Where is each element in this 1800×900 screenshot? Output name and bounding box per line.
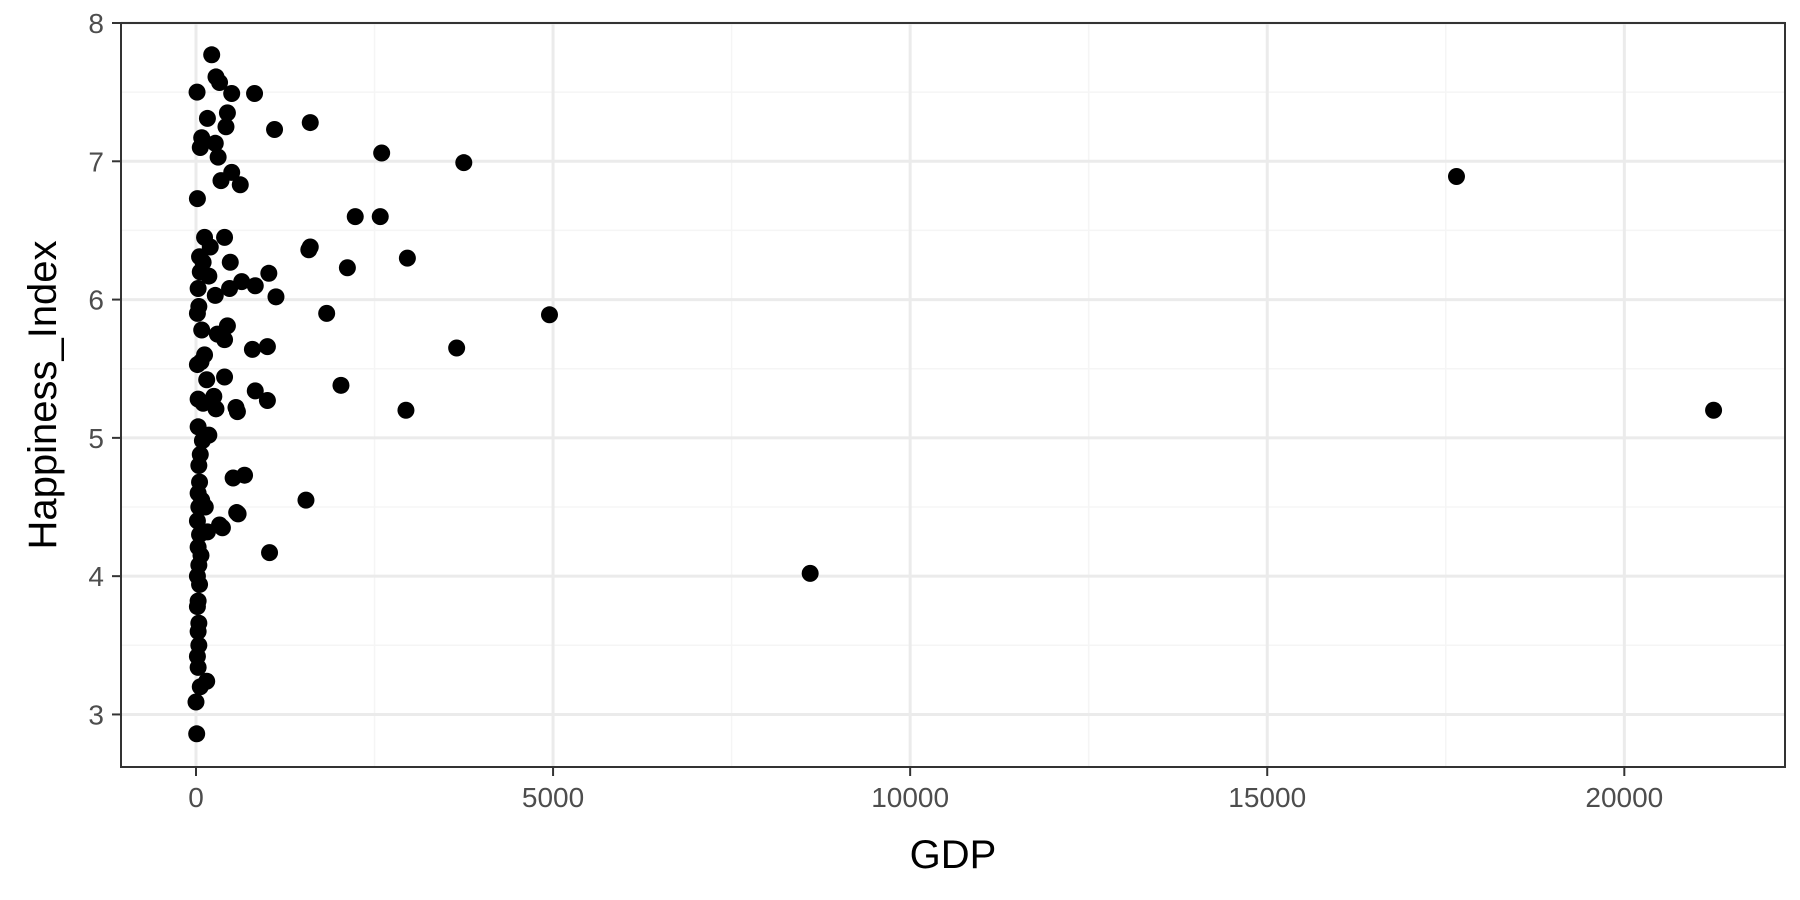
data-point [194,394,212,412]
data-point [216,331,234,349]
data-point [191,138,209,156]
data-point [189,622,207,640]
y-tick-label: 6 [88,285,104,316]
data-point [206,134,224,152]
panel-border [120,22,1786,768]
x-axis-ticks: 0 5000 10000 15000 20000 [188,767,1663,813]
data-point [188,598,206,616]
data-point [188,356,206,374]
data-point [266,120,284,138]
data-point [243,340,261,358]
data-point [188,512,206,530]
data-point [189,280,207,298]
y-tick-label: 8 [88,8,104,39]
data-point [193,321,211,339]
data-point [216,228,234,246]
data-point [229,505,247,523]
x-tick-label: 20000 [1585,782,1663,813]
data-point [258,392,276,410]
data-point [371,208,389,226]
data-point [188,725,206,743]
data-point [246,85,264,103]
data-point [209,148,227,166]
data-point [346,208,364,226]
data-point [267,288,285,306]
data-point [189,658,207,676]
data-point [203,46,221,64]
data-point [188,304,206,322]
y-axis-title: Happiness_Index [21,240,65,549]
data-point [224,469,242,487]
x-tick-label: 15000 [1228,782,1306,813]
data-point [188,190,206,208]
data-point [193,432,211,450]
y-axis-ticks: 3 4 5 6 7 8 [88,8,121,730]
x-tick-label: 0 [188,782,204,813]
data-point [455,154,473,172]
x-tick-label: 10000 [871,782,949,813]
data-point [211,73,229,91]
data-point [207,400,225,418]
data-point [198,371,216,389]
data-point [297,491,315,509]
data-point [190,498,208,516]
data-point [1447,168,1465,186]
data-point [246,277,264,295]
data-point [221,253,239,271]
data-point [373,144,391,162]
data-point [213,519,231,537]
data-point [261,544,279,562]
y-tick-label: 7 [88,146,104,177]
data-point [212,172,230,190]
data-point [258,338,276,356]
y-tick-label: 5 [88,423,104,454]
data-point [246,382,264,400]
data-point [301,238,319,256]
data-point [221,280,239,298]
data-point [216,368,234,386]
data-point [191,575,209,593]
data-point [231,176,249,194]
data-point [338,259,356,277]
data-point [190,457,208,475]
data-point [1705,401,1723,419]
data-point [189,418,207,436]
data-point [198,109,216,127]
data-point [218,104,236,122]
y-tick-label: 3 [88,699,104,730]
data-point [398,249,416,267]
data-point [397,401,415,419]
x-axis-title: GDP [910,833,997,877]
x-tick-label: 5000 [522,782,584,813]
data-point [301,114,319,132]
data-point [206,286,224,304]
data-point [801,564,819,582]
data-point [228,403,246,421]
grid-minor [121,23,1785,767]
data-point [191,678,209,696]
data-points [187,46,1723,743]
data-point [223,85,241,103]
data-point [200,267,218,285]
data-point [540,306,558,324]
data-point [191,526,209,544]
data-point [188,83,206,101]
data-point [332,376,350,394]
data-point [448,339,466,357]
data-point [217,118,235,136]
data-point [318,304,336,322]
data-point [260,264,278,282]
data-point [187,693,205,711]
y-tick-label: 4 [88,561,104,592]
